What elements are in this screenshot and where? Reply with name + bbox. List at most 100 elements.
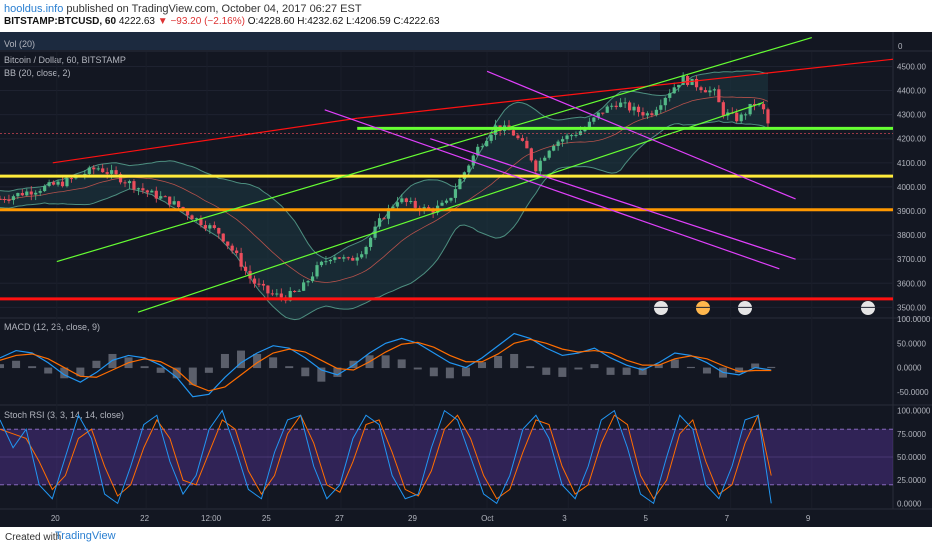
macd-signal-line[interactable]	[0, 338, 772, 392]
candle-body[interactable]	[56, 181, 60, 185]
candle-body[interactable]	[694, 78, 699, 88]
candle-body[interactable]	[592, 117, 596, 122]
candle-body[interactable]	[177, 201, 181, 208]
candle-body[interactable]	[132, 181, 136, 190]
candle-body[interactable]	[235, 250, 239, 254]
candle-body[interactable]	[43, 185, 47, 192]
candle-body[interactable]	[377, 218, 382, 227]
candle-body[interactable]	[34, 192, 38, 195]
candle-body[interactable]	[297, 290, 301, 292]
candle-body[interactable]	[20, 193, 24, 196]
candle-body[interactable]	[538, 160, 542, 172]
candle-body[interactable]	[601, 112, 605, 114]
candle-body[interactable]	[703, 90, 708, 93]
candle-body[interactable]	[744, 114, 748, 116]
candle-body[interactable]	[136, 188, 141, 190]
candle-body[interactable]	[677, 84, 681, 88]
candle-body[interactable]	[141, 188, 145, 191]
candle-body[interactable]	[342, 257, 346, 259]
candle-body[interactable]	[118, 174, 123, 183]
candle-body[interactable]	[382, 218, 386, 220]
candle-body[interactable]	[485, 140, 489, 147]
candle-body[interactable]	[560, 139, 565, 142]
candle-body[interactable]	[699, 87, 703, 91]
candle-body[interactable]	[212, 225, 216, 229]
candle-body[interactable]	[279, 293, 283, 298]
candle-body[interactable]	[154, 190, 158, 199]
candle-body[interactable]	[168, 196, 172, 205]
candle-body[interactable]	[123, 182, 127, 184]
candle-body[interactable]	[400, 198, 404, 203]
candle-body[interactable]	[243, 266, 248, 271]
candle-body[interactable]	[569, 135, 574, 137]
candle-body[interactable]	[60, 181, 65, 187]
candle-body[interactable]	[2, 199, 7, 201]
candle-body[interactable]	[38, 191, 42, 193]
candle-body[interactable]	[583, 128, 587, 132]
candle-body[interactable]	[208, 225, 212, 229]
candle-body[interactable]	[735, 112, 739, 122]
event-icon[interactable]	[738, 301, 752, 315]
candle-body[interactable]	[556, 141, 560, 146]
candle-body[interactable]	[7, 199, 11, 201]
candle-body[interactable]	[87, 167, 91, 174]
candle-body[interactable]	[681, 76, 685, 85]
candle-body[interactable]	[565, 135, 569, 140]
candle-body[interactable]	[306, 281, 310, 283]
candle-body[interactable]	[351, 257, 355, 261]
candle-body[interactable]	[663, 97, 667, 106]
trend-line-magenta[interactable]	[430, 138, 796, 260]
candle-body[interactable]	[114, 170, 118, 175]
candle-body[interactable]	[717, 89, 721, 103]
event-icon[interactable]	[861, 301, 875, 315]
candle-body[interactable]	[275, 293, 279, 295]
macd-line[interactable]	[0, 332, 772, 398]
candle-body[interactable]	[721, 102, 725, 116]
candle-body[interactable]	[712, 89, 716, 91]
candle-body[interactable]	[391, 206, 395, 209]
candle-body[interactable]	[145, 190, 149, 193]
candle-body[interactable]	[92, 167, 96, 170]
candle-body[interactable]	[270, 293, 274, 295]
candle-body[interactable]	[310, 276, 315, 282]
candle-body[interactable]	[101, 168, 105, 173]
candle-body[interactable]	[489, 134, 493, 141]
candle-body[interactable]	[641, 112, 645, 116]
event-icon[interactable]	[696, 301, 710, 315]
candle-body[interactable]	[480, 146, 484, 148]
candle-body[interactable]	[315, 265, 319, 277]
candle-body[interactable]	[444, 200, 449, 203]
candle-body[interactable]	[395, 202, 399, 207]
candle-body[interactable]	[525, 140, 529, 149]
candle-body[interactable]	[333, 257, 337, 260]
candle-body[interactable]	[552, 145, 556, 151]
candle-body[interactable]	[47, 182, 51, 186]
candle-body[interactable]	[11, 196, 15, 201]
candle-body[interactable]	[163, 196, 167, 198]
candle-body[interactable]	[516, 135, 520, 139]
candle-body[interactable]	[748, 103, 752, 115]
candle-body[interactable]	[668, 93, 672, 98]
candle-body[interactable]	[650, 113, 654, 116]
candle-body[interactable]	[65, 178, 69, 187]
candle-body[interactable]	[324, 261, 328, 263]
candle-body[interactable]	[29, 191, 33, 195]
candle-body[interactable]	[605, 106, 609, 113]
candle-body[interactable]	[511, 130, 516, 136]
candle-body[interactable]	[458, 178, 462, 190]
candle-body[interactable]	[654, 109, 658, 116]
candle-body[interactable]	[194, 218, 199, 220]
candle-body[interactable]	[51, 182, 56, 185]
candle-body[interactable]	[203, 225, 207, 229]
candle-body[interactable]	[328, 259, 333, 262]
tradingview-logo[interactable]: TradingView	[55, 530, 116, 542]
candle-body[interactable]	[520, 138, 525, 141]
trend-line-red[interactable]	[357, 58, 894, 119]
candle-body[interactable]	[0, 198, 2, 200]
candle-body[interactable]	[69, 178, 74, 180]
event-icon[interactable]	[654, 301, 668, 315]
candle-body[interactable]	[319, 261, 324, 266]
candle-body[interactable]	[199, 218, 203, 226]
candle-body[interactable]	[96, 168, 100, 170]
candle-body[interactable]	[360, 254, 364, 258]
